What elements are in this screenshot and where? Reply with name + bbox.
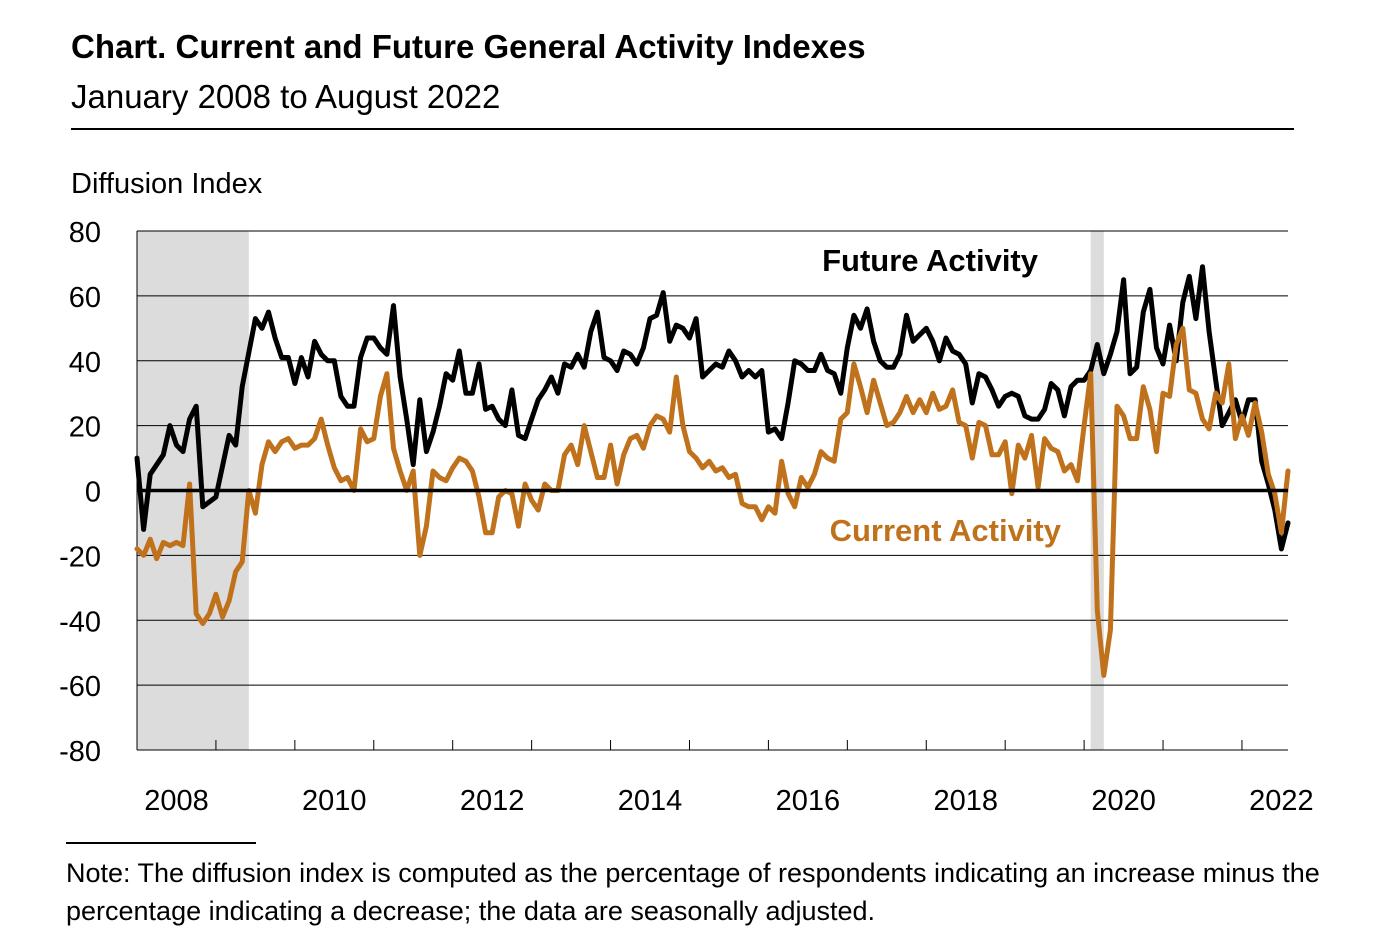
x-tick-label: 2022 bbox=[1249, 785, 1314, 817]
y-tick-label: 40 bbox=[69, 347, 101, 379]
y-tick-label: -60 bbox=[59, 671, 101, 703]
y-axis-label: Diffusion Index bbox=[71, 168, 263, 200]
x-tick-label: 2012 bbox=[460, 785, 525, 817]
y-tick-label: 20 bbox=[69, 412, 101, 444]
x-tick-label: 2020 bbox=[1091, 785, 1156, 817]
x-tick-label: 2010 bbox=[302, 785, 367, 817]
x-tick-label: 2008 bbox=[144, 785, 209, 817]
x-tick-label: 2018 bbox=[933, 785, 998, 817]
current-activity-line bbox=[134, 325, 1291, 678]
current-activity-label: Current Activity bbox=[830, 513, 1062, 548]
y-tick-label: 60 bbox=[69, 282, 101, 314]
y-tick-label: 0 bbox=[85, 477, 101, 509]
chart-note: Note: The diffusion index is computed as… bbox=[66, 858, 1320, 926]
chart-subtitle: January 2008 to August 2022 bbox=[71, 78, 501, 115]
y-tick-label: 80 bbox=[69, 217, 101, 249]
x-tick-label: 2014 bbox=[618, 785, 683, 817]
y-tick-label: -40 bbox=[59, 606, 101, 638]
y-tick-label: -20 bbox=[59, 541, 101, 573]
note-divider bbox=[66, 842, 256, 844]
future-activity-line bbox=[134, 264, 1291, 552]
title-divider bbox=[71, 128, 1294, 130]
chart-title: Chart. Current and Future General Activi… bbox=[71, 28, 866, 65]
y-tick-label: -80 bbox=[59, 736, 101, 768]
x-tick-label: 2016 bbox=[776, 785, 841, 817]
future-activity-label: Future Activity bbox=[822, 243, 1039, 278]
